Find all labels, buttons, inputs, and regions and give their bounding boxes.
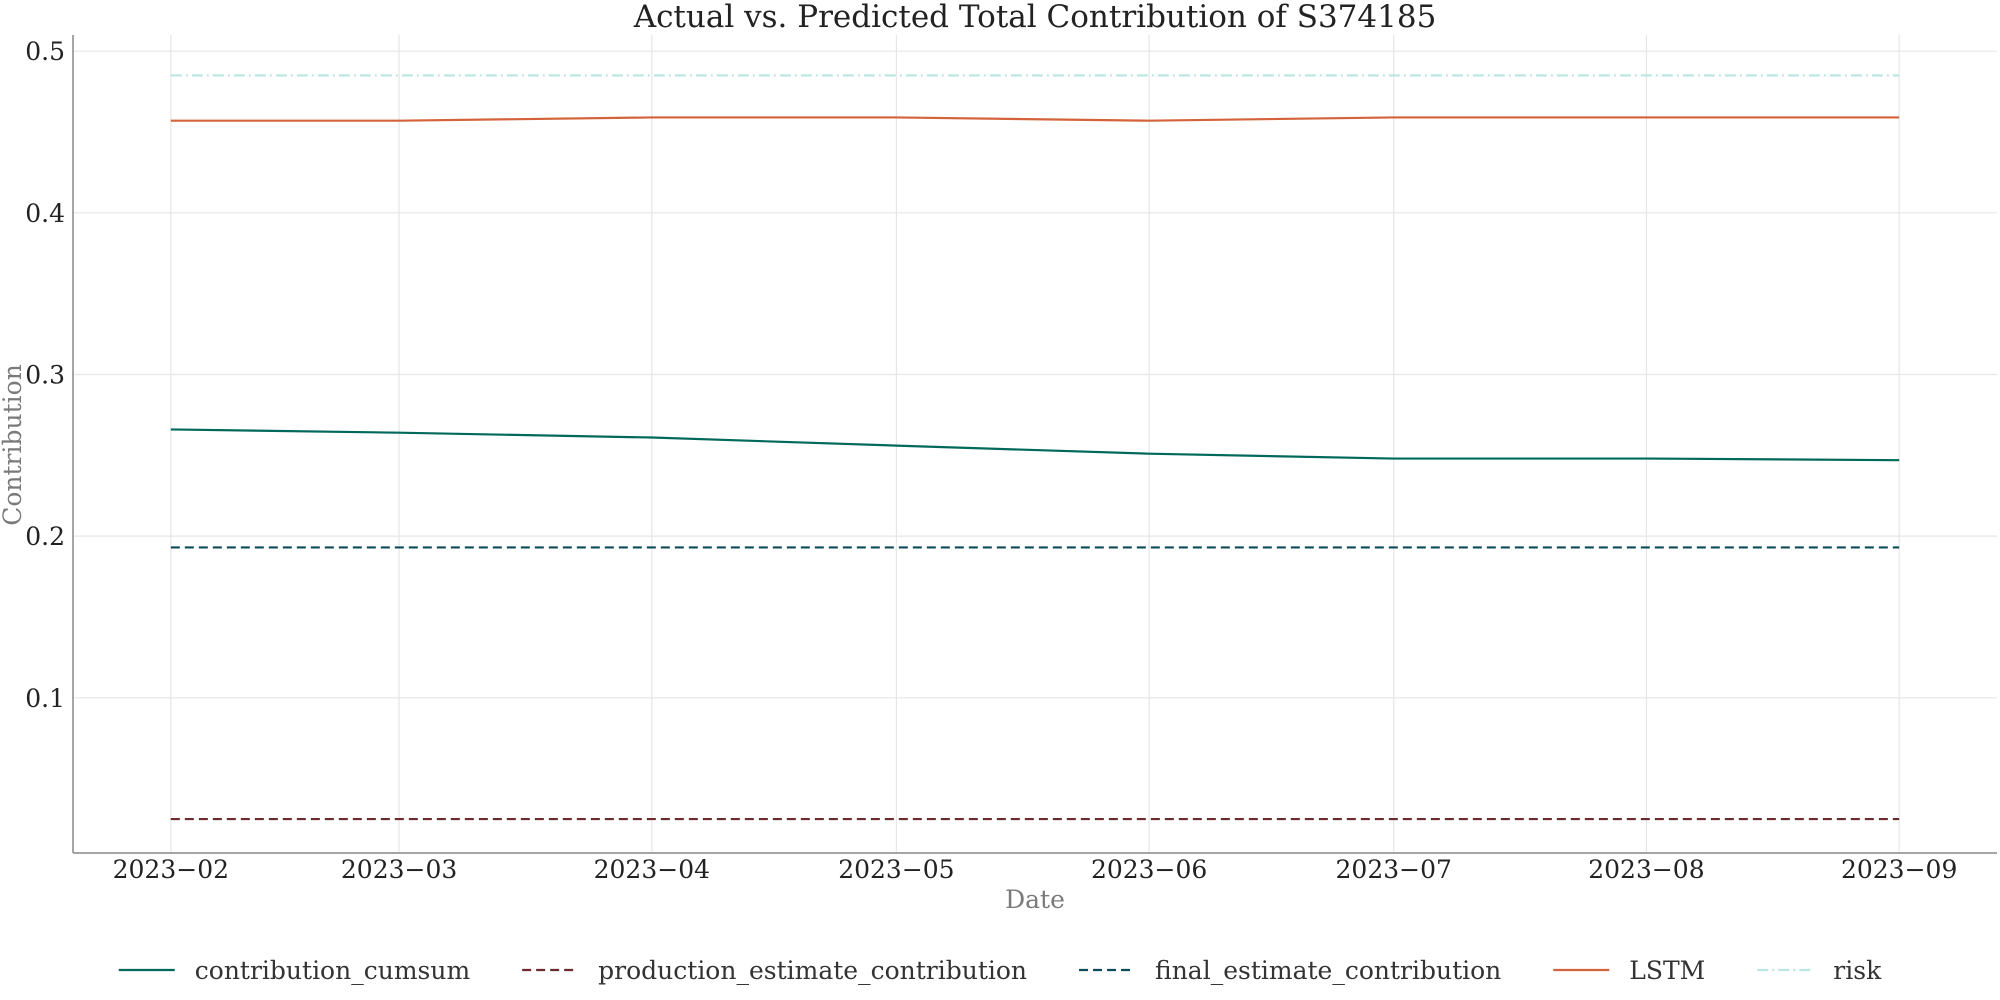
series-line-contribution-cumsum [170, 428, 1900, 462]
legend-label: final_estimate_contribution [1155, 956, 1501, 985]
y-tick-label: 0.4 [25, 199, 65, 228]
series-lines [170, 74, 1900, 821]
grid [73, 35, 1997, 853]
x-tick-label: 2023−05 [838, 855, 954, 884]
legend-label: LSTM [1629, 956, 1705, 985]
legend: contribution_cumsum production_estimate_c… [118, 956, 1882, 985]
legend-label: risk [1833, 956, 1882, 985]
legend-item: risk [1757, 956, 1882, 985]
y-tick-label: 0.1 [25, 684, 65, 713]
y-tick-label: 0.5 [25, 37, 65, 66]
chart-title: Actual vs. Predicted Total Contribution … [633, 0, 1437, 35]
y-axis-title: Contribution [0, 364, 27, 526]
legend-item: contribution_cumsum [118, 956, 471, 985]
x-tick-label: 2023−04 [594, 855, 710, 884]
x-tick-label: 2023−07 [1336, 855, 1452, 884]
x-axis-title: Date [1005, 885, 1065, 914]
x-tick-label: 2023−06 [1091, 855, 1207, 884]
y-tick-label: 0.3 [25, 360, 65, 389]
x-tick-label: 2023−03 [341, 855, 457, 884]
legend-label: production_estimate_contribution [598, 956, 1027, 985]
legend-item: final_estimate_contribution [1079, 956, 1501, 985]
x-tick-label: 2023−09 [1841, 855, 1957, 884]
legend-label: contribution_cumsum [195, 956, 471, 985]
legend-item: production_estimate_contribution [522, 956, 1027, 985]
axes [72, 35, 1997, 854]
tick-labels: 0.1 0.2 0.3 0.4 0.5 2023−02 2023−03 2023−04 2023… [25, 37, 1957, 884]
y-tick-label: 0.2 [25, 522, 65, 551]
x-tick-label: 2023−02 [113, 855, 229, 884]
x-tick-label: 2023−08 [1588, 855, 1704, 884]
series-line-lstm [170, 116, 1900, 122]
legend-item: LSTM [1553, 956, 1705, 985]
